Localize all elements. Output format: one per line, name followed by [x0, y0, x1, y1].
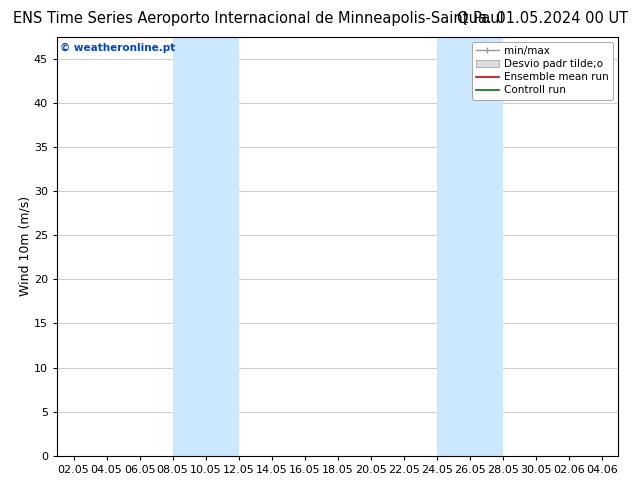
Y-axis label: Wind 10m (m/s): Wind 10m (m/s): [18, 196, 31, 296]
Legend: min/max, Desvio padr tilde;o, Ensemble mean run, Controll run: min/max, Desvio padr tilde;o, Ensemble m…: [472, 42, 613, 99]
Bar: [172, 37, 238, 456]
Bar: [437, 37, 503, 456]
Text: ENS Time Series Aeroporto Internacional de Minneapolis-Saint Paul: ENS Time Series Aeroporto Internacional …: [13, 11, 503, 26]
Text: Qua. 01.05.2024 00 UT: Qua. 01.05.2024 00 UT: [456, 11, 628, 26]
Text: © weatheronline.pt: © weatheronline.pt: [60, 43, 175, 53]
